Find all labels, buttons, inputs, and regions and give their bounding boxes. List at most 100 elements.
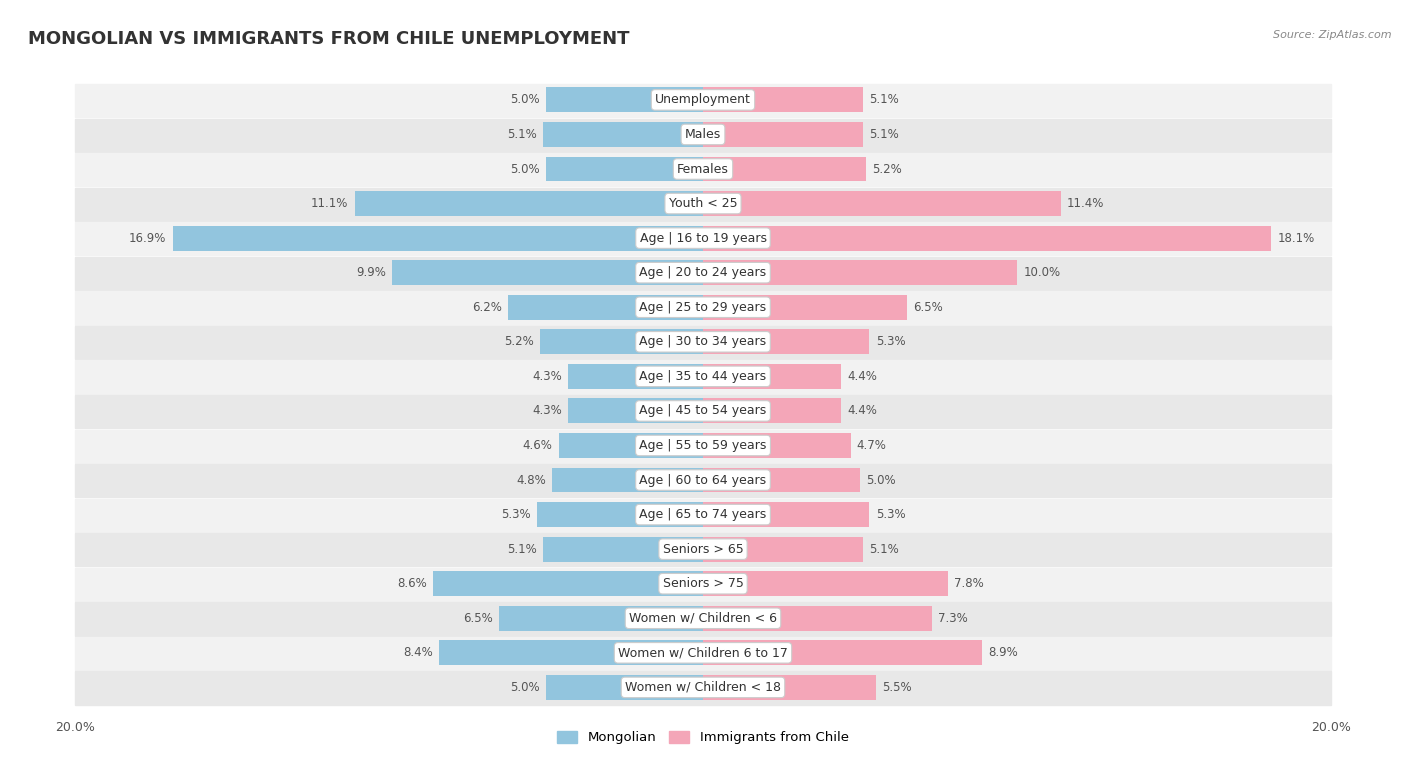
- Bar: [75, 326, 1331, 359]
- Text: Women w/ Children < 18: Women w/ Children < 18: [626, 681, 780, 694]
- Bar: [75, 499, 1331, 532]
- Bar: [543, 122, 703, 147]
- Text: 6.2%: 6.2%: [472, 301, 502, 313]
- Text: 5.0%: 5.0%: [866, 474, 896, 487]
- Text: 7.8%: 7.8%: [955, 578, 984, 590]
- Bar: [509, 294, 703, 319]
- Text: 16.9%: 16.9%: [129, 232, 166, 245]
- Bar: [703, 364, 841, 389]
- Text: 5.1%: 5.1%: [869, 93, 898, 107]
- Text: 11.1%: 11.1%: [311, 197, 349, 210]
- Text: 5.2%: 5.2%: [873, 163, 903, 176]
- Text: 5.0%: 5.0%: [510, 681, 540, 694]
- Text: 5.3%: 5.3%: [876, 508, 905, 521]
- Text: 4.6%: 4.6%: [523, 439, 553, 452]
- Text: 5.0%: 5.0%: [510, 163, 540, 176]
- Text: Age | 55 to 59 years: Age | 55 to 59 years: [640, 439, 766, 452]
- Text: Youth < 25: Youth < 25: [669, 197, 737, 210]
- Text: Age | 65 to 74 years: Age | 65 to 74 years: [640, 508, 766, 521]
- Bar: [540, 329, 703, 354]
- Text: 4.3%: 4.3%: [531, 370, 562, 383]
- Text: Age | 16 to 19 years: Age | 16 to 19 years: [640, 232, 766, 245]
- Bar: [703, 572, 948, 597]
- Bar: [75, 84, 1331, 117]
- Text: 5.2%: 5.2%: [503, 335, 533, 348]
- Text: 4.3%: 4.3%: [531, 404, 562, 417]
- Bar: [75, 395, 1331, 428]
- Bar: [703, 157, 866, 182]
- Text: 4.4%: 4.4%: [848, 404, 877, 417]
- Bar: [433, 572, 703, 597]
- Text: 4.7%: 4.7%: [856, 439, 887, 452]
- Bar: [75, 603, 1331, 636]
- Bar: [546, 88, 703, 112]
- Text: Age | 60 to 64 years: Age | 60 to 64 years: [640, 474, 766, 487]
- Bar: [75, 671, 1331, 705]
- Bar: [75, 223, 1331, 255]
- Text: Age | 35 to 44 years: Age | 35 to 44 years: [640, 370, 766, 383]
- Text: 7.3%: 7.3%: [938, 612, 969, 625]
- Bar: [439, 640, 703, 665]
- Bar: [703, 502, 869, 527]
- Bar: [703, 433, 851, 458]
- Text: 5.1%: 5.1%: [508, 128, 537, 141]
- Text: Age | 25 to 29 years: Age | 25 to 29 years: [640, 301, 766, 313]
- Bar: [75, 429, 1331, 463]
- Text: 5.3%: 5.3%: [876, 335, 905, 348]
- Text: Unemployment: Unemployment: [655, 93, 751, 107]
- Text: 8.4%: 8.4%: [404, 646, 433, 659]
- Bar: [703, 606, 932, 631]
- Bar: [546, 675, 703, 699]
- Text: Age | 45 to 54 years: Age | 45 to 54 years: [640, 404, 766, 417]
- Bar: [703, 88, 863, 112]
- Text: 18.1%: 18.1%: [1278, 232, 1315, 245]
- Bar: [173, 226, 703, 251]
- Bar: [703, 398, 841, 423]
- Bar: [392, 260, 703, 285]
- Text: Women w/ Children < 6: Women w/ Children < 6: [628, 612, 778, 625]
- Bar: [703, 537, 863, 562]
- Text: 5.1%: 5.1%: [508, 543, 537, 556]
- Text: 10.0%: 10.0%: [1024, 266, 1060, 279]
- Text: Seniors > 65: Seniors > 65: [662, 543, 744, 556]
- Bar: [546, 157, 703, 182]
- Bar: [75, 188, 1331, 221]
- Bar: [537, 502, 703, 527]
- Bar: [75, 153, 1331, 186]
- Bar: [75, 291, 1331, 325]
- Text: 11.4%: 11.4%: [1067, 197, 1105, 210]
- Bar: [558, 433, 703, 458]
- Bar: [499, 606, 703, 631]
- Text: Age | 30 to 34 years: Age | 30 to 34 years: [640, 335, 766, 348]
- Bar: [568, 364, 703, 389]
- Bar: [703, 329, 869, 354]
- Bar: [703, 191, 1062, 216]
- Text: 4.4%: 4.4%: [848, 370, 877, 383]
- Bar: [75, 360, 1331, 394]
- Text: Age | 20 to 24 years: Age | 20 to 24 years: [640, 266, 766, 279]
- Legend: Mongolian, Immigrants from Chile: Mongolian, Immigrants from Chile: [553, 725, 853, 749]
- Text: 5.3%: 5.3%: [501, 508, 530, 521]
- Text: Males: Males: [685, 128, 721, 141]
- Bar: [75, 637, 1331, 670]
- Text: 5.1%: 5.1%: [869, 543, 898, 556]
- Bar: [703, 260, 1017, 285]
- Text: 8.9%: 8.9%: [988, 646, 1018, 659]
- Text: Source: ZipAtlas.com: Source: ZipAtlas.com: [1274, 30, 1392, 40]
- Text: 5.0%: 5.0%: [510, 93, 540, 107]
- Text: 5.5%: 5.5%: [882, 681, 911, 694]
- Bar: [75, 119, 1331, 151]
- Bar: [703, 294, 907, 319]
- Bar: [703, 122, 863, 147]
- Text: 8.6%: 8.6%: [396, 578, 427, 590]
- Bar: [568, 398, 703, 423]
- Bar: [75, 568, 1331, 601]
- Bar: [543, 537, 703, 562]
- Bar: [75, 257, 1331, 290]
- Text: Women w/ Children 6 to 17: Women w/ Children 6 to 17: [619, 646, 787, 659]
- Text: 6.5%: 6.5%: [463, 612, 492, 625]
- Bar: [703, 468, 860, 493]
- Bar: [703, 640, 983, 665]
- Text: 9.9%: 9.9%: [356, 266, 387, 279]
- Bar: [703, 675, 876, 699]
